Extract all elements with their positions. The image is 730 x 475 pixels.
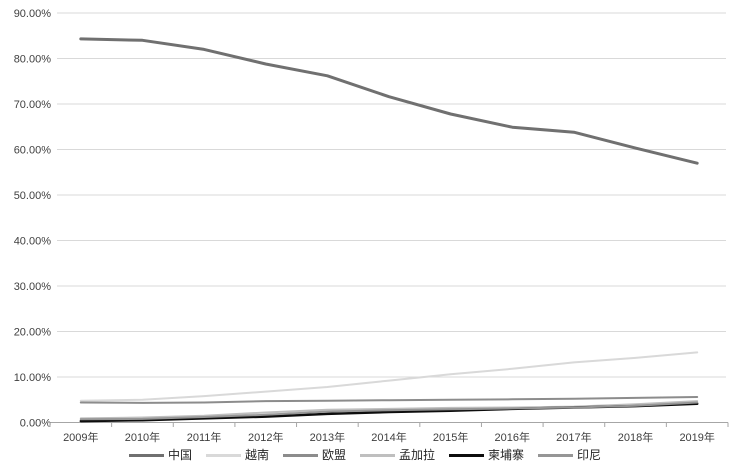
legend-item-china: 中国: [128, 448, 192, 462]
legend-line-swatch-eu: [282, 453, 318, 457]
y-axis-label: 30.00%: [14, 281, 52, 293]
x-axis-label: 2012年: [248, 430, 283, 444]
series-line-china: [79, 37, 699, 165]
x-axis-labels: 2009年 2010年 2011年 2012年 2013年 2014年 2015年 2016年…: [63, 430, 715, 444]
y-axis-label: 0.00%: [20, 418, 51, 430]
y-axis-labels: 0.00% 10.00% 20.00% 30.00% 40.00% 50.00% 60.00…: [14, 8, 52, 430]
chart-legend: 中国 越南 欧盟 孟加拉 柬埔寨 印尼: [0, 448, 730, 462]
x-axis: [49, 422, 729, 427]
series-line-vietnam: [79, 351, 699, 402]
x-axis-label: 2018年: [618, 430, 653, 444]
y-axis-label: 10.00%: [14, 372, 52, 384]
x-axis-label: 2013年: [310, 430, 345, 444]
x-axis-label: 2019年: [679, 430, 714, 444]
y-axis-label: 70.00%: [14, 99, 52, 111]
legend-line-swatch-indonesia: [538, 453, 574, 457]
x-axis-label: 2017年: [556, 430, 591, 444]
series-line-eu: [79, 396, 699, 404]
y-axis-label: 90.00%: [14, 8, 52, 20]
legend-line-swatch-cambodia: [449, 453, 485, 457]
legend-line-swatch-bangladesh: [360, 453, 395, 457]
x-axis-label: 2011年: [187, 430, 222, 444]
y-axis-label: 80.00%: [14, 54, 52, 66]
legend-label-cambodia: 柬埔寨: [488, 448, 525, 462]
x-axis-label: 2015年: [433, 430, 468, 444]
y-axis-label: 40.00%: [14, 236, 52, 248]
x-axis-label: 2014年: [371, 430, 406, 444]
legend-item-indonesia: 印尼: [538, 448, 601, 462]
gridlines: [50, 12, 728, 423]
y-axis-label: 60.00%: [14, 145, 52, 157]
legend-label-china: 中国: [167, 448, 192, 462]
x-axis-label: 2016年: [495, 430, 530, 444]
y-axis-label: 20.00%: [14, 327, 52, 339]
legend-label-bangladesh: 孟加拉: [399, 448, 436, 462]
legend-label-eu: 欧盟: [321, 448, 346, 462]
legend-item-cambodia: 柬埔寨: [449, 448, 524, 462]
legend-label-vietnam: 越南: [244, 448, 269, 462]
x-axis-label: 2010年: [125, 430, 160, 444]
legend-item-vietnam: 越南: [205, 448, 269, 462]
y-axis-label: 50.00%: [14, 190, 52, 202]
series-lines: [79, 37, 699, 423]
series-line-indonesia: [79, 401, 699, 421]
legend-label-indonesia: 印尼: [577, 448, 602, 462]
x-axis-label: 2009年: [63, 430, 98, 444]
legend-line-swatch-vietnam: [205, 453, 241, 457]
legend-line-swatch-china: [128, 453, 164, 457]
legend-item-eu: 欧盟: [282, 448, 346, 462]
legend-item-bangladesh: 孟加拉: [360, 448, 435, 462]
